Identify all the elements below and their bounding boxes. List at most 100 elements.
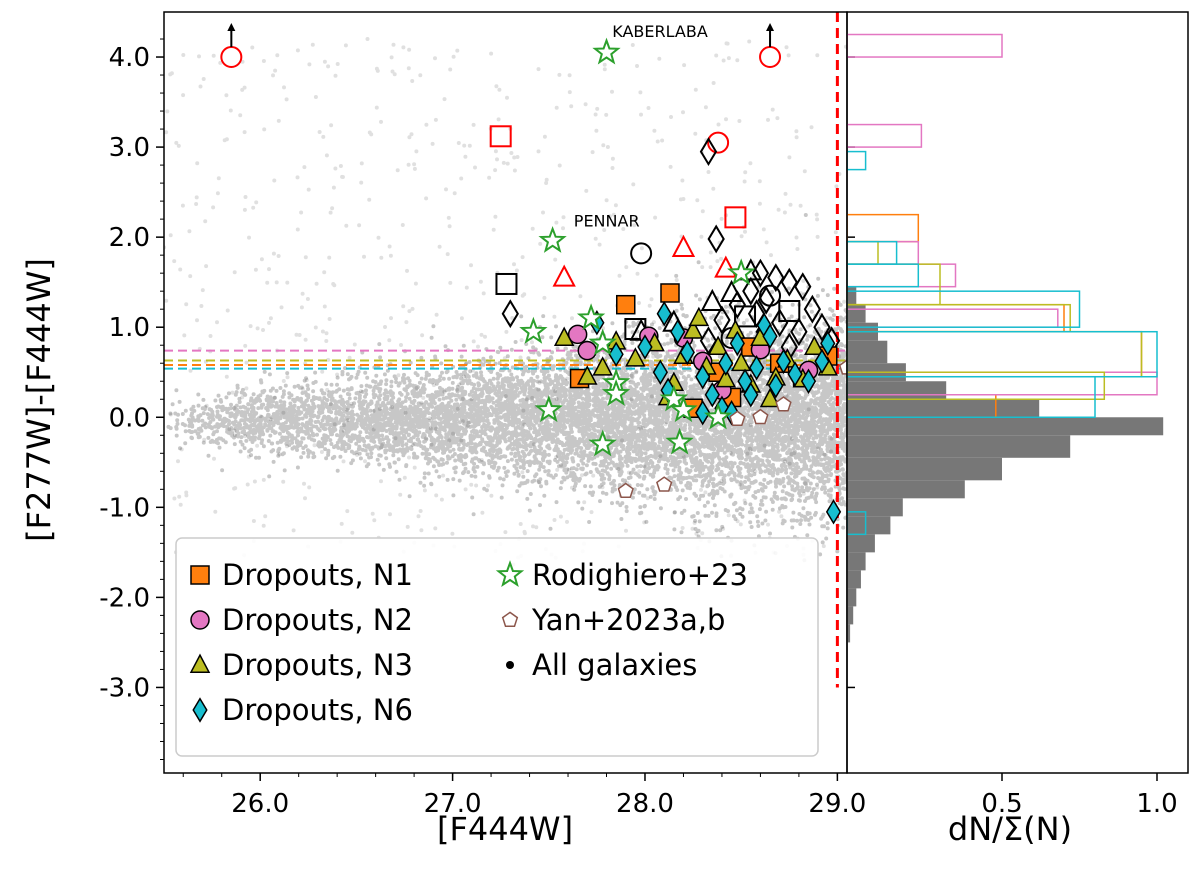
hist-all-galaxies-bin-3 bbox=[847, 340, 888, 364]
dropouts-n6-point-13 bbox=[768, 373, 784, 399]
y-tick-label-7: -3.0 bbox=[99, 673, 150, 703]
hist-plot-frame bbox=[846, 11, 1189, 774]
dropouts-n3-point-2 bbox=[592, 356, 613, 376]
dropouts-n1-point-1 bbox=[660, 283, 680, 303]
annotations: KABERLABA PENNAR bbox=[574, 22, 708, 230]
hist-dropouts-n2-bin-1 bbox=[847, 123, 923, 148]
candidate-open-marker-32 bbox=[734, 305, 757, 328]
yan-2023a-b-point-2 bbox=[729, 410, 746, 427]
dropouts-n6-point-8 bbox=[718, 350, 734, 376]
lower-limit-arrowhead-1 bbox=[766, 23, 775, 32]
candidate-open-marker-6 bbox=[552, 264, 576, 287]
hist-x-tick-label-1: 1.0 bbox=[1136, 789, 1177, 819]
candidate-open-marker-16 bbox=[767, 263, 785, 293]
x-tick-label-0: 26.0 bbox=[231, 789, 289, 819]
hist-all-galaxies-bin-12 bbox=[847, 516, 891, 535]
x-tick-label-3: 29.0 bbox=[808, 789, 866, 819]
dropouts-n1-point-0 bbox=[615, 294, 636, 315]
candidate-open-marker-12 bbox=[501, 299, 519, 329]
hist-all-galaxies-bin-5 bbox=[847, 381, 947, 400]
hist-dropouts-n2-bin-4 bbox=[847, 308, 1059, 328]
legend-label-2: Dropouts, N3 bbox=[222, 648, 413, 682]
yan-2023a-b-point-0 bbox=[617, 482, 634, 499]
y-axis-ticks: 4.0 3.0 2.0 1.0 0.0 -1.0 -2.0 -3.0 bbox=[99, 38, 855, 760]
dropouts-n6-point-17 bbox=[814, 348, 830, 375]
legend-label-6: All galaxies bbox=[532, 648, 697, 682]
legend-marker-all-galaxies bbox=[506, 661, 514, 669]
candidate-open-marker-27 bbox=[747, 299, 766, 329]
hist-dropouts-n6-bin-1 bbox=[847, 240, 898, 265]
median-color-lines bbox=[164, 349, 847, 370]
hist-all-galaxies-bin-8 bbox=[847, 435, 1071, 458]
dropouts-n6-point-18 bbox=[820, 330, 836, 357]
legend: Dropouts, N1 Dropouts, N2 Dropouts, N3 Drop… bbox=[175, 537, 819, 757]
legend-marker-dropouts-n3 bbox=[189, 653, 211, 673]
dropouts-n3-point-6 bbox=[682, 319, 704, 339]
candidate-open-marker-17 bbox=[780, 267, 798, 297]
x-axis-label: [F444W] bbox=[437, 810, 573, 848]
candidate-open-marker-35 bbox=[699, 326, 718, 356]
dropouts-n6-point-14 bbox=[775, 348, 792, 375]
dropouts-n3-point-0 bbox=[553, 326, 575, 346]
dropouts-n3-point-21 bbox=[759, 387, 781, 408]
hist-all-galaxies-bin-16 bbox=[847, 588, 857, 607]
rodighiero-23-point-9 bbox=[665, 427, 694, 455]
hist-all-galaxies-bin-15 bbox=[847, 570, 861, 589]
rodighiero-23-point-3 bbox=[576, 303, 606, 331]
legend-label-0: Dropouts, N1 bbox=[222, 558, 413, 592]
dropouts-n2-point-1 bbox=[577, 340, 598, 361]
legend-label-1: Dropouts, N2 bbox=[222, 603, 413, 637]
hist-all-galaxies-bin-0 bbox=[847, 286, 857, 305]
y-tick-label-3: 1.0 bbox=[109, 313, 150, 343]
candidate-open-marker-19 bbox=[742, 276, 760, 306]
candidate-open-marker-4 bbox=[724, 206, 747, 229]
hist-dropouts-n6-bin-2 bbox=[847, 263, 920, 288]
hist-all-galaxies-bin-13 bbox=[847, 534, 875, 553]
candidate-open-marker-23 bbox=[803, 294, 822, 324]
rodighiero-23-point-6 bbox=[601, 379, 631, 406]
candidate-markers bbox=[220, 23, 847, 525]
dropouts-n3-point-15 bbox=[804, 335, 825, 355]
yan-2023a-b-point-1 bbox=[656, 476, 673, 492]
dropouts-n6-point-5 bbox=[679, 339, 695, 366]
hist-x-axis-label: dN/Σ(N) bbox=[948, 810, 1072, 848]
candidate-open-marker-9 bbox=[707, 224, 725, 254]
hist-dropouts-n6-bin-6 bbox=[847, 511, 867, 536]
hist-all-galaxies-bin-11 bbox=[847, 498, 903, 517]
candidate-open-marker-31 bbox=[700, 288, 724, 311]
y-tick-label-5: -1.0 bbox=[99, 493, 150, 523]
dropouts-n6-point-11 bbox=[748, 355, 765, 381]
hist-dropouts-n3-bin-1 bbox=[847, 263, 941, 306]
rodighiero-23-point-7 bbox=[534, 395, 563, 423]
dropouts-n6-point-7 bbox=[704, 382, 720, 408]
histogram-panel: 0.5 1.0 dN/Σ(N) bbox=[846, 11, 1189, 848]
all-galaxies-cloud bbox=[164, 37, 847, 567]
dropouts-n6-point-26 bbox=[762, 323, 778, 349]
x-tick-label-1: 27.0 bbox=[424, 789, 482, 819]
candidate-open-marker-30 bbox=[719, 279, 744, 302]
galaxy-dots-dense bbox=[166, 213, 847, 567]
dropouts-n6-point-21 bbox=[743, 382, 759, 408]
dropouts-n3-point-8 bbox=[715, 367, 737, 388]
hist-all-galaxies-bin-17 bbox=[847, 606, 854, 625]
candidate-open-marker-5 bbox=[671, 234, 696, 257]
y-axis-label: [F277W]-[F444W] bbox=[20, 258, 58, 542]
hist-all-galaxies-bin-6 bbox=[847, 399, 1040, 418]
hist-dropouts-n2-bin-2 bbox=[847, 240, 920, 265]
dropouts-n3-point-9 bbox=[730, 351, 752, 372]
yan-2023a-b-point-3 bbox=[752, 408, 769, 425]
candidate-open-marker-18 bbox=[794, 272, 812, 302]
candidate-open-marker-3 bbox=[707, 131, 730, 154]
hist-all-galaxies-bin-9 bbox=[847, 457, 1002, 481]
rodighiero-23-point-12 bbox=[703, 402, 733, 430]
candidate-open-marker-8 bbox=[699, 137, 718, 167]
candidate-open-marker-11 bbox=[495, 272, 518, 295]
rodighiero-23-point-0 bbox=[592, 37, 621, 65]
main-scatter-panel: KABERLABA PENNAR Dropouts, N1 Dropouts, N2… bbox=[20, 11, 866, 848]
candidate-open-marker-15 bbox=[751, 258, 770, 288]
annotation-1: PENNAR bbox=[574, 211, 640, 230]
legend-marker-dropouts-n6 bbox=[192, 697, 208, 723]
dropouts-n3-point-17 bbox=[707, 335, 729, 355]
dropouts-n6-point-2 bbox=[637, 334, 653, 360]
hist-dropouts-n6-bin-0 bbox=[847, 150, 867, 171]
